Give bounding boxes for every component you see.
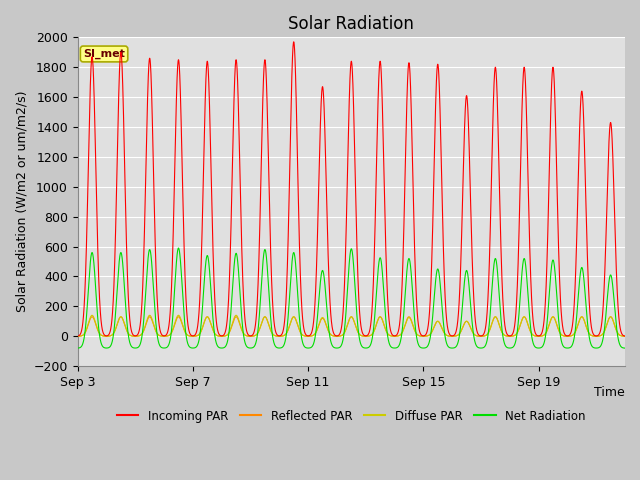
Text: SI_met: SI_met: [83, 49, 125, 59]
Y-axis label: Solar Radiation (W/m2 or um/m2/s): Solar Radiation (W/m2 or um/m2/s): [15, 91, 28, 312]
Text: Time: Time: [595, 386, 625, 399]
Legend: Incoming PAR, Reflected PAR, Diffuse PAR, Net Radiation: Incoming PAR, Reflected PAR, Diffuse PAR…: [113, 405, 590, 427]
Title: Solar Radiation: Solar Radiation: [289, 15, 414, 33]
